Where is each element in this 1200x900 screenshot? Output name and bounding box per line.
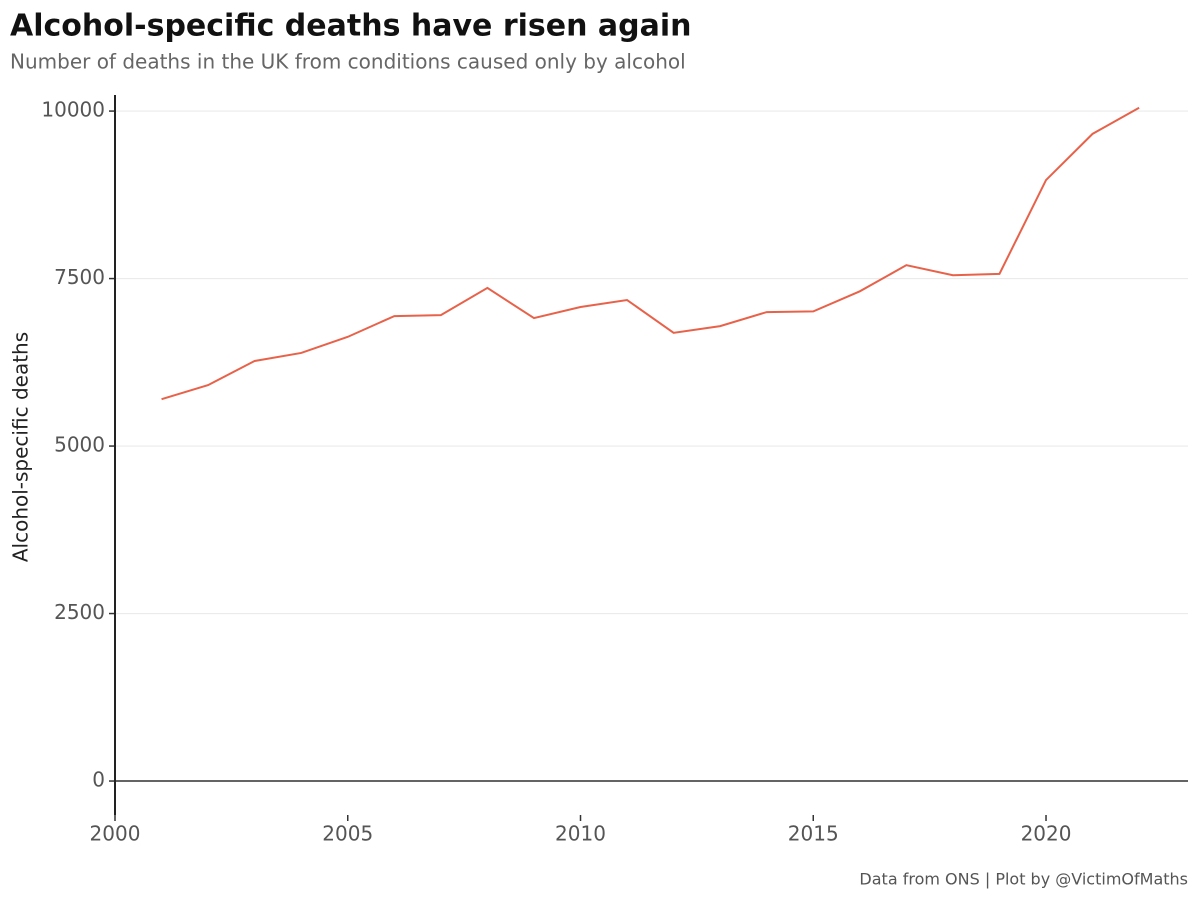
chart-subtitle: Number of deaths in the UK from conditio…: [10, 50, 686, 74]
x-tick-label: 2000: [90, 822, 141, 846]
y-tick-label: 5000: [54, 433, 105, 457]
y-tick-label: 7500: [54, 265, 105, 289]
y-tick-label: 2500: [54, 600, 105, 624]
caption: Data from ONS | Plot by @VictimOfMaths: [859, 870, 1188, 889]
x-tick-label: 2005: [322, 822, 373, 846]
x-tick-label: 2020: [1021, 822, 1072, 846]
chart-title: Alcohol-specific deaths have risen again: [10, 9, 692, 44]
x-tick-label: 2010: [555, 822, 606, 846]
y-tick-label: 0: [92, 768, 105, 792]
x-tick-label: 2015: [788, 822, 839, 846]
data-line: [161, 106, 1140, 401]
y-axis-label: Alcohol-specific deaths: [9, 332, 33, 562]
y-tick-label: 10000: [41, 98, 105, 122]
